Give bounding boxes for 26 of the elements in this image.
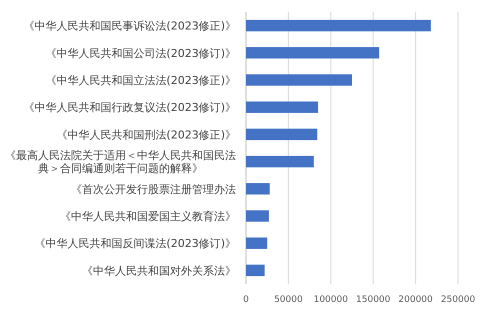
x-tick-label: 100000 [314, 295, 348, 305]
x-tick-label: 200000 [398, 295, 434, 305]
y-tick-label: 《中华人民共和国对外关系法》 [82, 264, 236, 278]
y-tick-label: 《中华人民共和国爱国主义教育法》 [60, 210, 236, 223]
x-tick-label: 250000 [440, 295, 476, 305]
bar [246, 128, 318, 140]
bar [246, 210, 269, 222]
y-tick-label: 《中华人民共和国公司法(2023修订)》 [45, 46, 236, 60]
y-tick-label: 《中华人民共和国反间谍法(2023修订)》 [34, 237, 236, 250]
y-tick-label: 《中华人民共和国刑法(2023修正)》 [56, 128, 236, 142]
x-tick-label: 0 [243, 295, 250, 305]
y-tick-label: 《中华人民共和国立法法(2023修正)》 [45, 74, 236, 87]
bar [246, 47, 380, 59]
bar [246, 20, 431, 32]
bar [246, 74, 352, 86]
y-tick-label: 《最高人民法院关于适用＜中华人民共和国民法典＞合同编通则若干问题的解释》 [5, 149, 236, 176]
bar [246, 264, 265, 276]
x-tick-label: 150000 [356, 295, 391, 305]
y-tick-label: 《中华人民共和国民事诉讼法(2023修正)》 [23, 20, 236, 33]
bar [246, 183, 270, 195]
bar [246, 156, 314, 168]
y-tick-label: 《首次公开发行股票注册管理办法 [71, 182, 236, 196]
x-tick-label: 50000 [274, 295, 303, 305]
bar [246, 101, 318, 113]
bar [246, 237, 268, 249]
y-tick-label: 《中华人民共和国行政复议法(2023修订)》 [23, 101, 236, 114]
